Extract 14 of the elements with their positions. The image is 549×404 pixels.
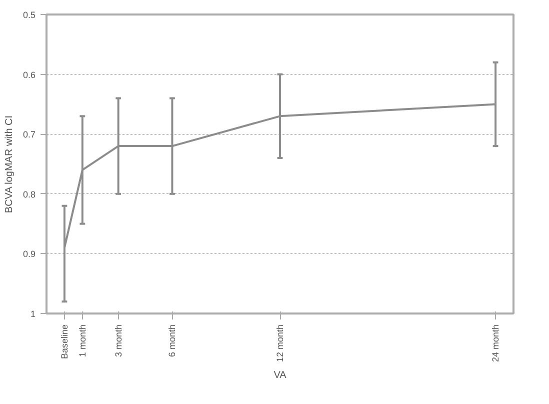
y-tick-label: 1 — [30, 309, 36, 319]
y-tick-label: 0.9 — [22, 249, 36, 260]
x-axis-title: VA — [274, 370, 287, 382]
y-tick-label: 0.7 — [22, 130, 36, 140]
x-tick-label: Baseline — [59, 324, 70, 360]
y-tick-label: 0.6 — [22, 70, 36, 80]
y-tick-label: 0.8 — [22, 189, 36, 200]
x-tick-label: 3 month — [113, 324, 124, 358]
y-tick-label: 0.5 — [22, 10, 36, 20]
y-axis-title: BCVA logMAR with CI — [4, 115, 15, 214]
x-tick-label: 6 month — [167, 324, 178, 358]
x-tick-label: 12 month — [275, 324, 285, 362]
x-tick-label: 24 month — [490, 324, 501, 362]
x-tick-label: 1 month — [77, 324, 88, 358]
